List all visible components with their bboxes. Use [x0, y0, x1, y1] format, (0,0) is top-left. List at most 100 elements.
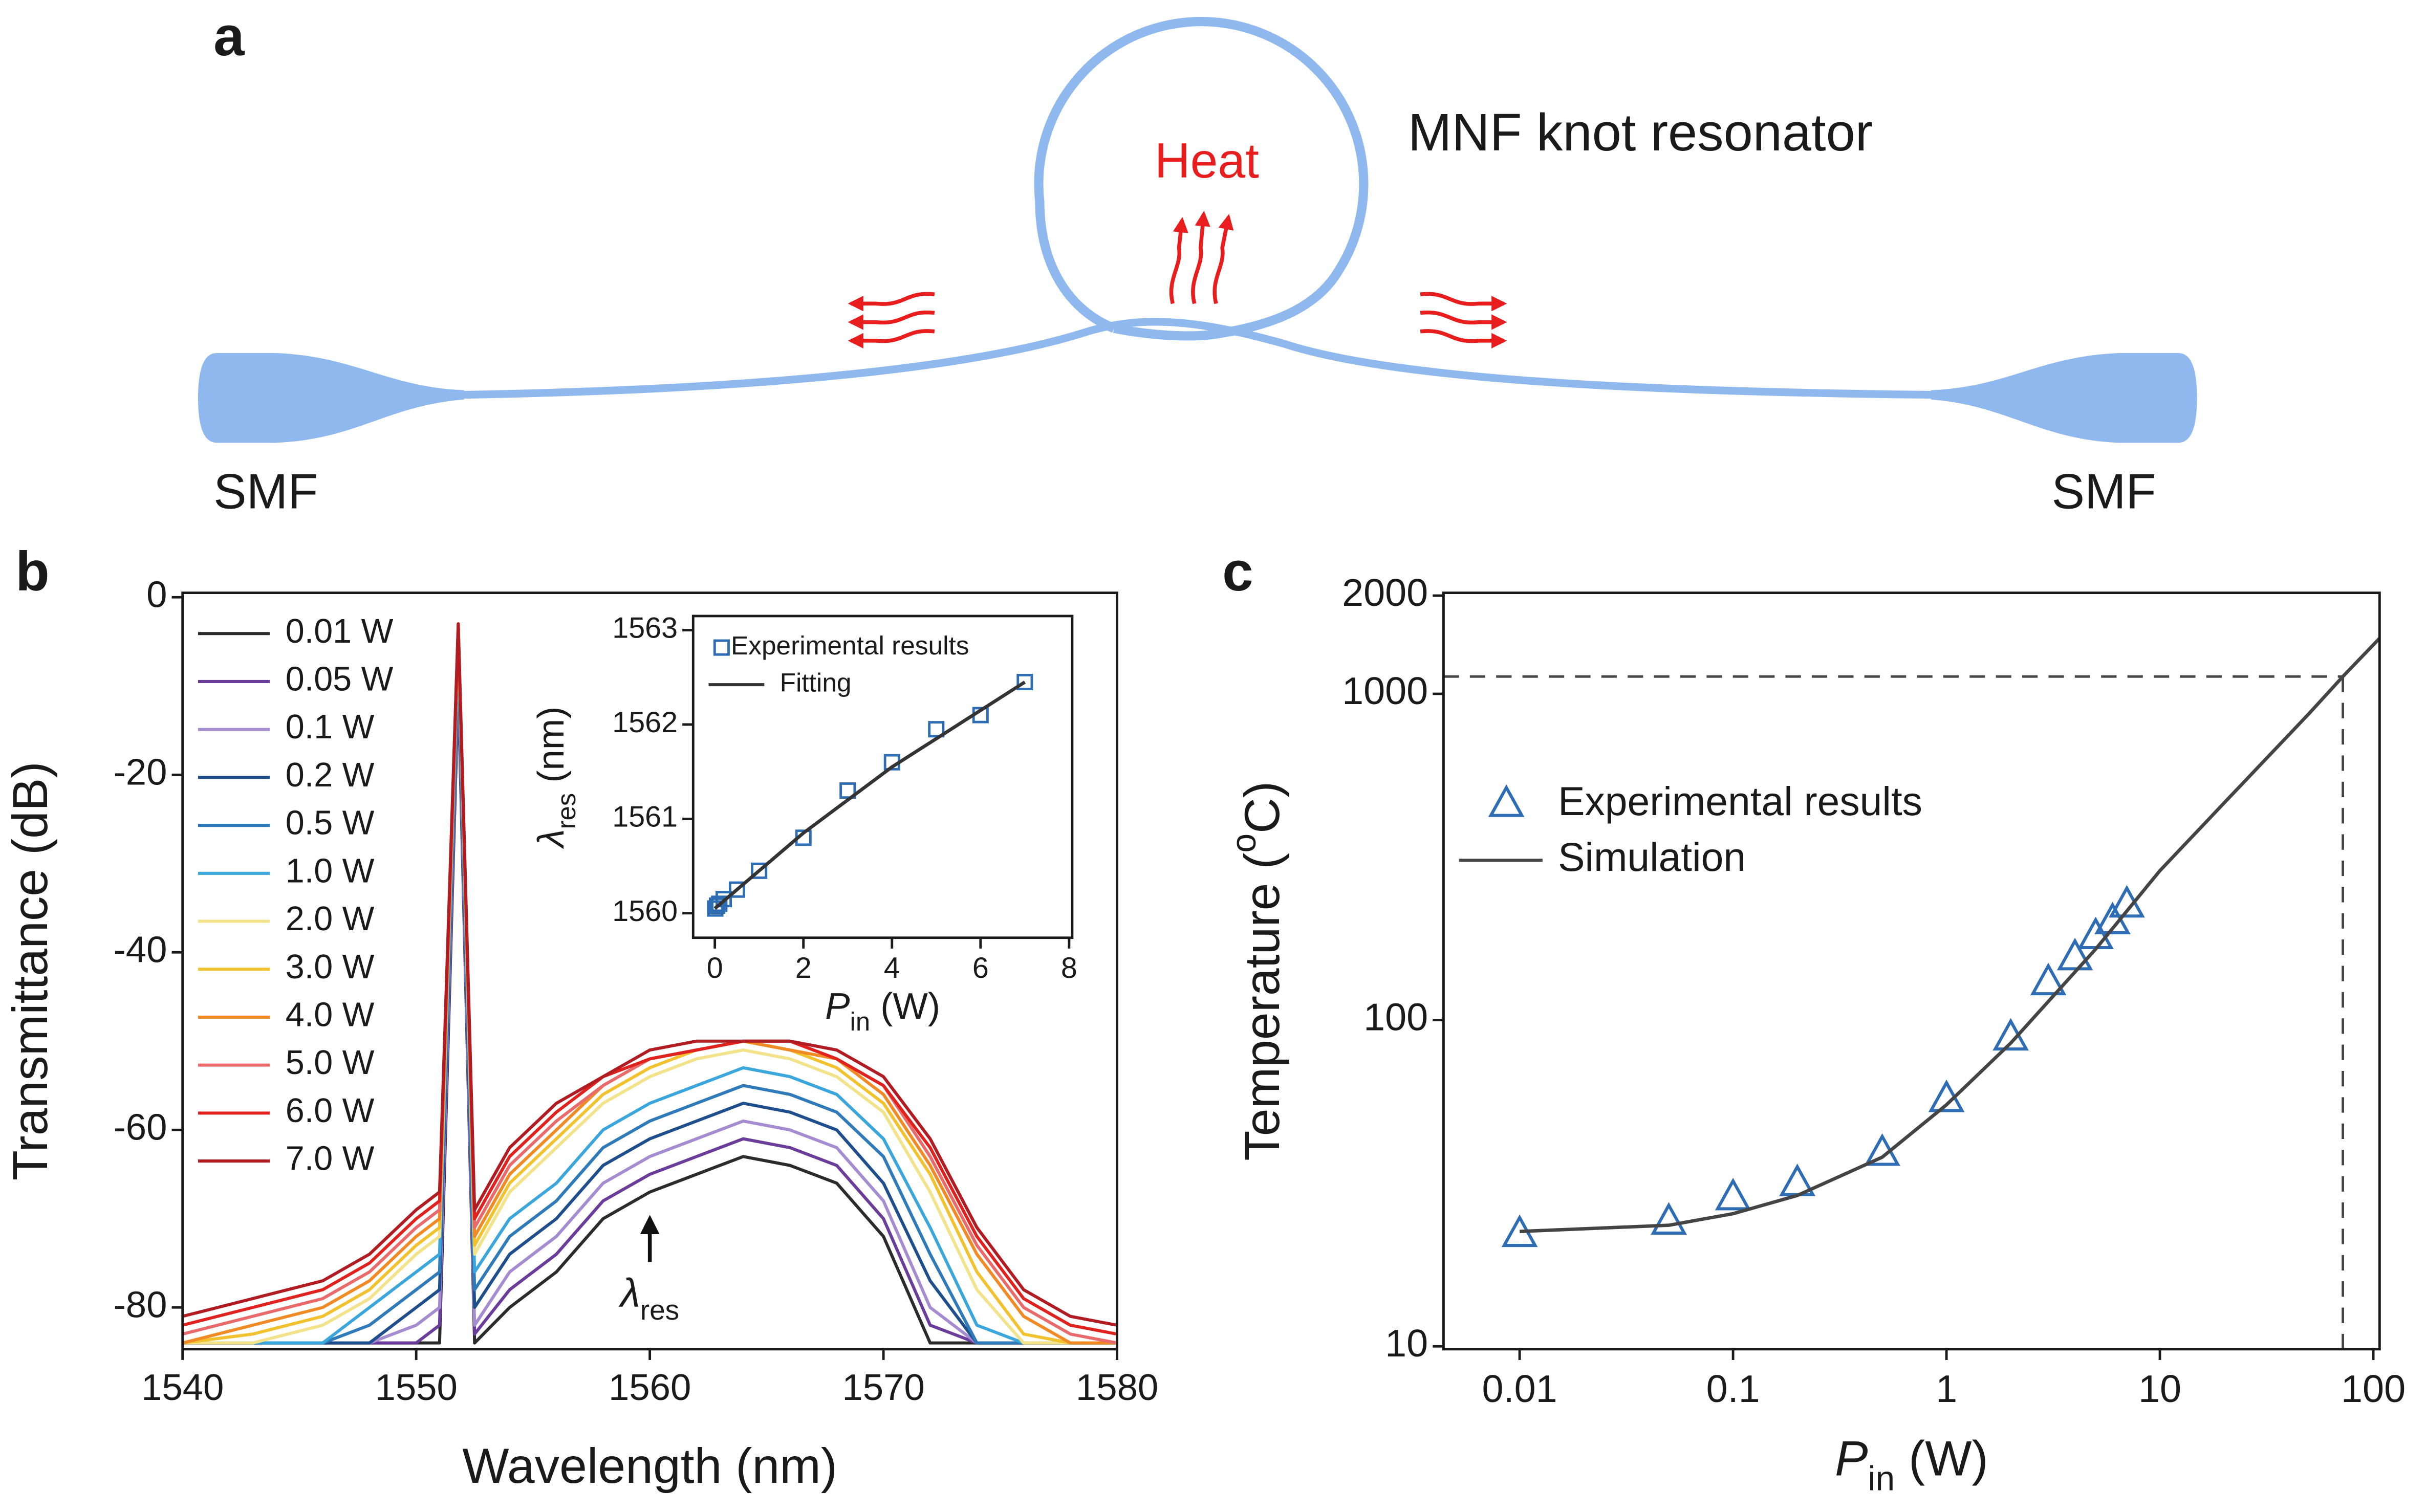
data-point [707, 900, 724, 917]
data-point [2056, 937, 2093, 971]
data-point [751, 862, 768, 879]
x-tick-label: 10 [2138, 1368, 2181, 1411]
data-point [1651, 1202, 1687, 1235]
x-tick-label: 1 [1936, 1368, 1957, 1411]
legend-label: 3.0 W [286, 948, 375, 986]
data-point [1016, 673, 1033, 691]
x-axis-label: Pin (W) [1835, 1431, 1988, 1498]
series-line [182, 667, 1117, 1345]
y-tick-label: 1562 [612, 706, 678, 739]
y-axis-label: Temperature (oC) [1225, 781, 1289, 1161]
x-tick-label: 1570 [842, 1367, 924, 1408]
x-tick-label: 1540 [141, 1367, 224, 1408]
y-tick-label: 100 [1363, 996, 1428, 1039]
y-tick-label: -80 [114, 1284, 167, 1325]
x-tick-label: 1580 [1076, 1367, 1158, 1408]
x-tick-label: 0.01 [1482, 1368, 1557, 1411]
smf-right [1931, 353, 2197, 443]
annotation-subscript: res [640, 1294, 679, 1325]
x-tick-label: 2 [795, 952, 812, 984]
y-axis-label-part: Temperature ( [1234, 853, 1289, 1161]
y-tick-label: 2000 [1342, 572, 1428, 615]
plot-frame [1442, 591, 2381, 1351]
smf-label: SMF [213, 464, 318, 519]
series-line [182, 631, 1117, 1345]
y-tick-label: 1561 [612, 801, 678, 834]
series-line [182, 658, 1117, 1345]
x-tick-label: 0.1 [1706, 1368, 1760, 1411]
series-line [713, 681, 1026, 910]
y-axis-label-part: o [1225, 834, 1263, 853]
y-tick-label: -40 [114, 929, 167, 970]
y-tick-label: 1563 [612, 612, 678, 645]
x-axis-label: Pin (W) [825, 985, 940, 1036]
legend-label: 7.0 W [286, 1140, 375, 1178]
series-line [182, 631, 1117, 1345]
data-point [711, 895, 728, 912]
panel-label: c [1222, 540, 1253, 603]
annotation-symbol: λ [618, 1270, 640, 1316]
y-axis-label-part: λ [530, 829, 572, 849]
data-point [928, 721, 945, 738]
data-point [715, 891, 732, 908]
legend-label: Experimental results [731, 630, 969, 660]
x-axis-label-part: in [850, 1007, 871, 1036]
y-axis-label-part: C) [1234, 781, 1289, 834]
y-tick-label: 10 [1385, 1322, 1428, 1365]
x-axis-label: Wavelength (nm) [462, 1438, 837, 1494]
x-axis-label-part: (W) [1895, 1431, 1988, 1486]
knot-loop [1034, 17, 1369, 341]
legend-label: 1.0 W [286, 852, 375, 890]
series-line [182, 622, 1118, 1327]
legend-swatch [713, 639, 730, 656]
x-axis-label-part: (W) [870, 985, 940, 1027]
legend-label: 0.05 W [286, 661, 394, 698]
legend-label: 0.2 W [286, 756, 375, 794]
series-line [182, 622, 1118, 1336]
data-point [728, 881, 745, 898]
x-tick-label: 1550 [375, 1367, 457, 1408]
y-tick-label: -60 [114, 1106, 167, 1148]
data-point [1715, 1177, 1751, 1211]
x-axis-label-part: in [1868, 1460, 1895, 1498]
heat-label: Heat [1155, 133, 1259, 188]
diagram: a MNF knot resonator Heat SMF SMF b c [15, 5, 2197, 603]
plot-frame [691, 615, 1074, 939]
x-tick-label: 6 [972, 952, 989, 984]
series-line [182, 649, 1117, 1345]
x-tick-label: 4 [884, 952, 900, 984]
y-tick-label: -20 [114, 751, 167, 793]
data-point [839, 782, 856, 799]
legend-label: 0.5 W [286, 804, 375, 842]
y-tick-label: 1000 [1342, 670, 1428, 713]
panel-label: b [15, 540, 49, 603]
legend-label: 0.1 W [286, 708, 375, 746]
legend-label: 6.0 W [286, 1092, 375, 1130]
inset-background [693, 616, 1072, 938]
y-axis-label: Transmittance (dB) [3, 761, 58, 1180]
diagram-title: MNF knot resonator [1408, 103, 1873, 162]
annotation-label: λres [618, 1270, 679, 1326]
x-tick-label: 1560 [609, 1367, 691, 1408]
x-tick-label: 100 [2341, 1368, 2406, 1411]
legend-swatch [1488, 784, 1525, 817]
series-line [182, 626, 1118, 1345]
legend-label: 0.01 W [286, 612, 394, 650]
heat-arrows [848, 210, 1507, 348]
x-tick-label: 0 [707, 952, 723, 984]
x-axis-label-part: P [1835, 1431, 1868, 1486]
data-point [2030, 962, 2067, 996]
legend-label: Experimental results [1558, 779, 1922, 824]
series-line [1519, 637, 2381, 1233]
y-axis-label-part: (nm) [530, 707, 572, 793]
series-line [182, 640, 1117, 1345]
smf-left [198, 353, 464, 443]
y-axis-label: λres (nm) [530, 707, 581, 850]
legend-label: 2.0 W [286, 900, 375, 938]
smf-label: SMF [2051, 464, 2156, 519]
legend-label: 4.0 W [286, 996, 375, 1034]
legend-label: Fitting [780, 668, 852, 697]
y-axis-label-part: res [552, 793, 581, 829]
x-axis-label-part: P [825, 985, 850, 1027]
